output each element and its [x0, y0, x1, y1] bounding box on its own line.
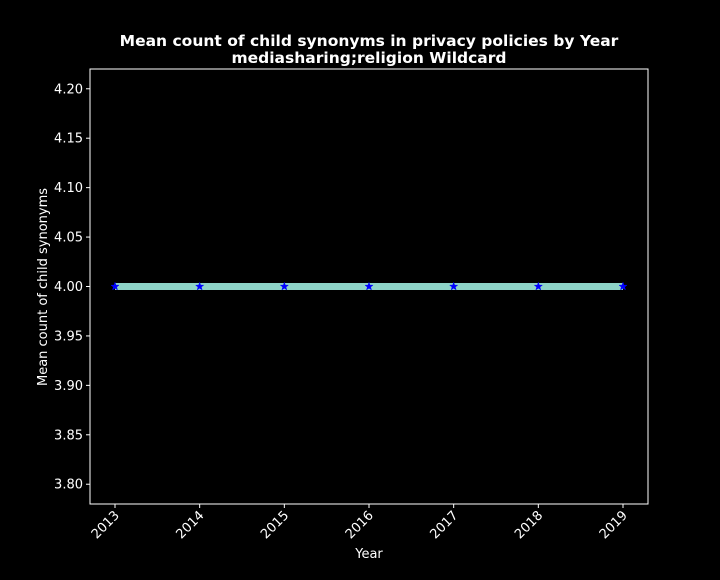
y-axis-label: Mean count of child synonyms	[36, 188, 51, 386]
data-point	[194, 281, 205, 291]
y-tick-label: 4.00	[54, 280, 83, 295]
y-tick-label: 3.90	[54, 379, 83, 394]
data-point	[448, 281, 459, 291]
y-tick-label: 4.20	[54, 82, 83, 97]
y-tick-label: 4.05	[54, 231, 83, 246]
data-point	[110, 281, 120, 291]
y-tick-label: 3.85	[54, 428, 83, 443]
data-point	[533, 281, 544, 291]
chart-subtitle: mediasharing;religion Wildcard	[231, 49, 506, 67]
y-axis: 3.80 3.85 3.90 3.95 4.00 4.05 4.10 4.15 4.20	[54, 82, 90, 493]
y-tick-label: 4.15	[54, 132, 83, 147]
data-point	[364, 281, 374, 291]
chart-title: Mean count of child synonyms in privacy …	[120, 32, 619, 50]
data-point	[279, 281, 290, 291]
x-axis-label: Year	[354, 547, 383, 562]
y-tick-label: 3.80	[54, 478, 83, 493]
y-tick-label: 3.95	[54, 329, 83, 344]
y-tick-label: 4.10	[54, 181, 83, 196]
data-point	[618, 281, 628, 291]
series-layer	[110, 281, 628, 291]
